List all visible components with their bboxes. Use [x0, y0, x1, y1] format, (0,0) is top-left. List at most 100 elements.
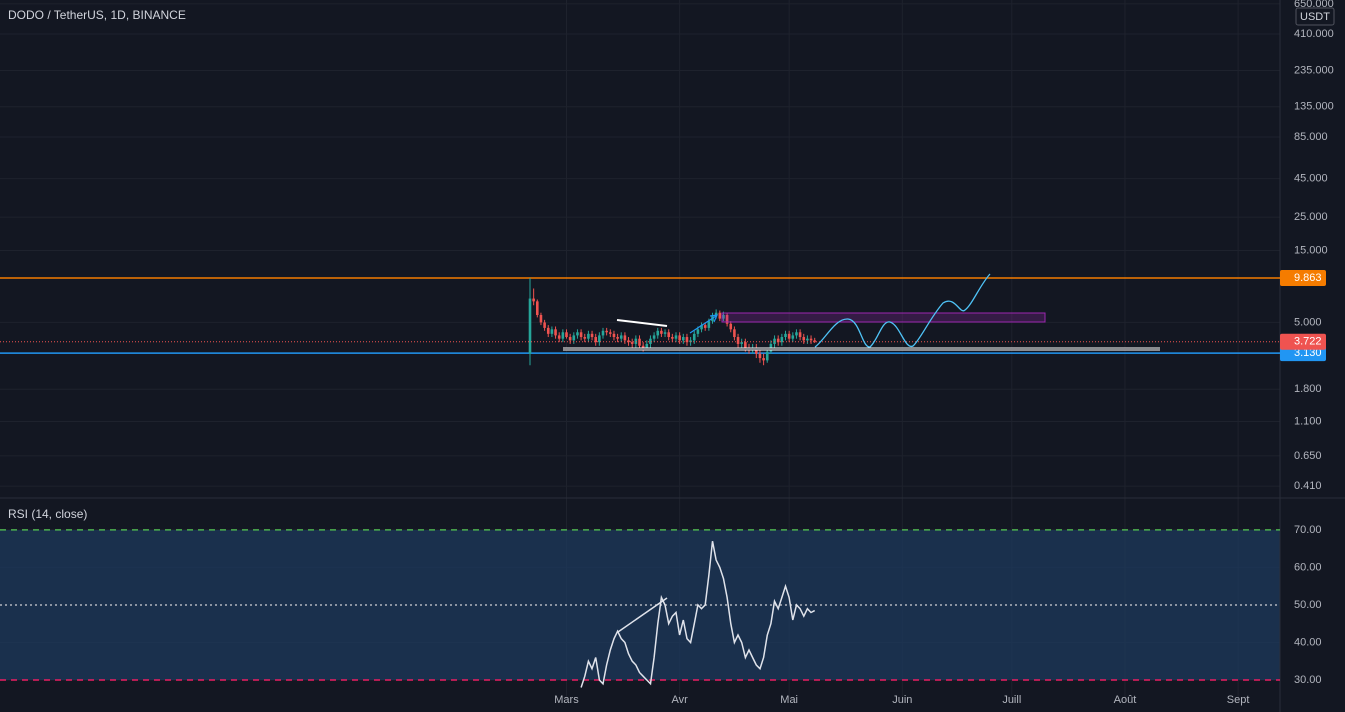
- x-tick-label: Mars: [554, 694, 579, 706]
- candle-body: [700, 325, 703, 330]
- candle-body: [663, 332, 667, 334]
- y-tick-label: 30.00: [1294, 674, 1322, 686]
- y-tick-label: 15.000: [1294, 244, 1328, 256]
- projection-path: [814, 273, 991, 348]
- y-tick-label: 0.650: [1294, 450, 1322, 462]
- trend-line: [616, 319, 668, 327]
- y-tick-label: 1.800: [1294, 383, 1322, 395]
- candle-body: [806, 338, 809, 341]
- candle-body: [703, 325, 707, 328]
- candle-body: [780, 337, 784, 343]
- candle-body: [692, 333, 696, 341]
- candle-body: [532, 298, 535, 302]
- candle-body: [674, 335, 678, 339]
- candle-body: [729, 323, 733, 330]
- candle-body: [802, 337, 806, 341]
- candle-body: [612, 333, 616, 338]
- candle-body: [590, 333, 594, 338]
- marks: [0, 277, 1280, 688]
- candle-body: [776, 338, 780, 343]
- candle-body: [787, 333, 791, 339]
- candle-body: [536, 301, 539, 316]
- y-tick-label: 85.000: [1294, 131, 1328, 143]
- y-tick-label: 650.000: [1294, 0, 1334, 10]
- y-tick-label: 0.410: [1294, 480, 1322, 492]
- candle-body: [601, 330, 605, 336]
- last-price-box: [1280, 333, 1326, 350]
- candle-body: [696, 329, 700, 334]
- candle-body: [744, 342, 747, 348]
- candle-body: [656, 330, 660, 336]
- candle-body: [798, 332, 802, 338]
- candle-body: [682, 337, 685, 341]
- candle-body: [809, 338, 813, 341]
- candle-body: [579, 332, 583, 338]
- candle-body: [813, 340, 816, 342]
- x-tick-label: Juill: [1002, 694, 1021, 706]
- drawings: [563, 273, 1160, 633]
- candle-body: [568, 337, 572, 341]
- candle-body: [795, 332, 798, 336]
- candle-body: [634, 338, 638, 344]
- rsi-trend-line: [617, 597, 668, 633]
- x-tick-label: Avr: [671, 694, 688, 706]
- y-tick-label: 25.000: [1294, 211, 1328, 223]
- candle-body: [546, 327, 550, 334]
- last-price-label: 3.722: [1294, 336, 1322, 348]
- candle-body: [616, 337, 619, 339]
- candle-body: [550, 329, 554, 334]
- candle-body: [587, 333, 590, 339]
- x-tick-label: Juin: [892, 694, 912, 706]
- currency-badge[interactable]: [1295, 7, 1335, 26]
- y-tick-label: 5.000: [1294, 316, 1322, 328]
- y-tick-label: 135.000: [1294, 101, 1334, 113]
- candle-body: [565, 332, 568, 338]
- candle-body: [572, 335, 576, 341]
- candle-body: [609, 332, 612, 334]
- x-tick-label: Sept: [1227, 694, 1250, 706]
- price-label: 3.130: [1294, 347, 1322, 359]
- candle-body: [623, 335, 627, 341]
- candle-body: [554, 329, 557, 336]
- y-tick-label: 235.000: [1294, 64, 1334, 76]
- candle-body: [765, 351, 769, 361]
- candle-body: [543, 322, 546, 328]
- candle-body: [641, 345, 645, 348]
- x-tick-label: Août: [1114, 694, 1137, 706]
- candle-body: [733, 329, 736, 338]
- candle-body: [645, 343, 649, 348]
- y-tick-label: 410.000: [1294, 28, 1334, 40]
- candle-body: [671, 337, 674, 339]
- x-tick-label: Mai: [780, 694, 798, 706]
- candle-body: [791, 335, 795, 339]
- candle-body: [755, 347, 758, 354]
- candle-body: [649, 338, 652, 344]
- candle-body: [758, 353, 762, 359]
- candle-body: [561, 332, 565, 339]
- price-label-box: [1280, 269, 1326, 286]
- rsi-line: [580, 541, 816, 688]
- candle-body: [784, 333, 787, 338]
- candle-body: [627, 340, 630, 343]
- candle-body: [557, 335, 561, 339]
- candle-body: [678, 335, 681, 341]
- candle-body: [594, 337, 597, 343]
- candle-body: [598, 335, 601, 343]
- candle-body: [714, 312, 718, 317]
- y-tick-label: 70.00: [1294, 524, 1322, 536]
- candle-body: [605, 330, 608, 333]
- candle-body: [583, 337, 587, 339]
- candle-body: [539, 315, 543, 323]
- y-tick-label: 60.00: [1294, 561, 1322, 573]
- candle-body: [619, 335, 623, 339]
- y-tick-label: 50.00: [1294, 599, 1322, 611]
- candle-body: [576, 332, 579, 336]
- y-tick-label: 40.00: [1294, 636, 1322, 648]
- candle-body: [652, 335, 656, 339]
- candle-body: [707, 321, 711, 328]
- candle-body: [736, 337, 740, 344]
- candle-body: [630, 342, 634, 344]
- y-tick-label: 45.000: [1294, 173, 1328, 185]
